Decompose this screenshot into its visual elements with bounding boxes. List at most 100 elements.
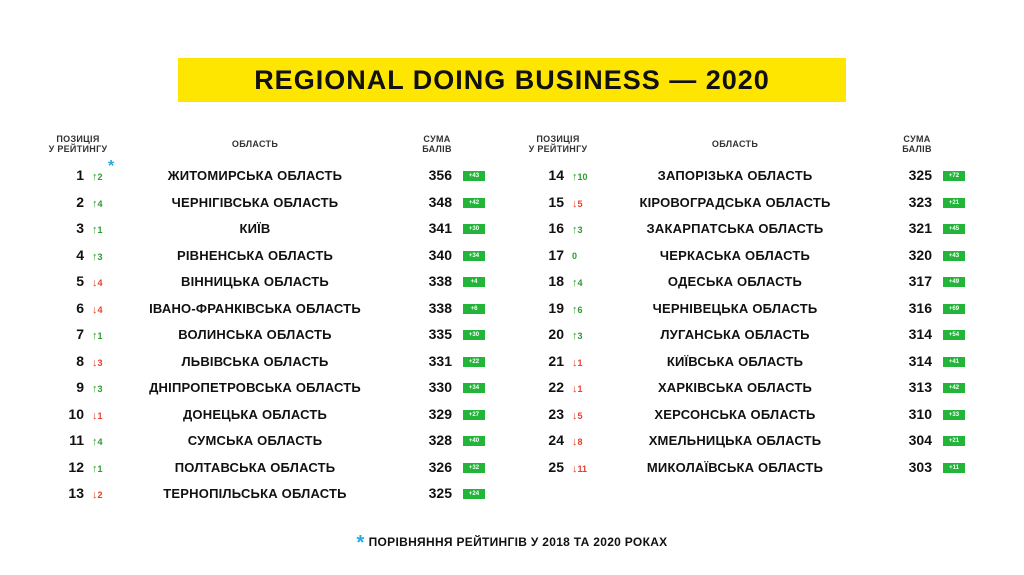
arrow-down-icon: ↓ xyxy=(572,197,578,210)
rank-change-value: 11 xyxy=(577,463,588,474)
title-banner: REGIONAL DOING BUSINESS — 2020 xyxy=(178,58,846,102)
score-value: 325 xyxy=(908,167,932,183)
score-value: 348 xyxy=(428,193,452,210)
rank-change-value: 4 xyxy=(97,304,103,315)
rank-change-value: 2 xyxy=(97,172,103,182)
rank-change: ↑10 xyxy=(572,171,588,183)
table-row: 16 ↑3 ЗАКАРПАТСЬКА ОБЛАСТЬ 321 +45 xyxy=(520,216,980,243)
arrow-up-icon: ↑ xyxy=(572,171,578,183)
rank-number: 21 xyxy=(548,352,564,369)
table-row: 9 ↑3 ДНІПРОПЕТРОВСЬКА ОБЛАСТЬ 330 +34 xyxy=(40,375,500,402)
rank-change: ↓11 xyxy=(572,463,587,475)
arrow-up-icon: ↑ xyxy=(92,250,98,263)
region-name: КИЇВСЬКА ОБЛАСТЬ xyxy=(666,353,804,369)
arrow-up-icon: ↑ xyxy=(92,436,98,448)
table-row: 7 ↑1 ВОЛИНСЬКА ОБЛАСТЬ 335 +30 xyxy=(40,322,500,349)
rank-change: ↓1 xyxy=(572,383,583,395)
arrow-up-icon: ↑ xyxy=(92,383,98,395)
table-header: ПОЗИЦІЯ У РЕЙТИНГУ ОБЛАСТЬ СУМА БАЛІВ xyxy=(40,130,500,160)
rank-number: 24 xyxy=(548,432,564,448)
rank-number: 23 xyxy=(548,405,564,422)
arrow-down-icon: ↓ xyxy=(572,462,578,475)
region-name: ХМЕЛЬНИЦЬКА ОБЛАСТЬ xyxy=(648,433,822,448)
asterisk-icon: * xyxy=(108,158,115,175)
ranking-rows: 1 ↑2 ЖИТОМИРСЬКА ОБЛАСТЬ 356 +43 2 ↑4 ЧЕРНІГІВС… xyxy=(40,163,500,508)
rank-change-value: 5 xyxy=(577,410,583,421)
region-name: ЖИТОМИРСЬКА ОБЛАСТЬ xyxy=(167,168,343,183)
score-value: 321 xyxy=(908,220,932,236)
table-row: 14 ↑10 ЗАПОРІЗЬКА ОБЛАСТЬ 325 +72 xyxy=(520,163,980,190)
region-name: КИЇВ xyxy=(239,221,271,236)
rank-change-value: 8 xyxy=(577,437,583,447)
rank-change: ↓8 xyxy=(572,436,583,448)
rank-change: ↑1 xyxy=(92,224,103,236)
table-row: 24 ↓8 ХМЕЛЬНИЦЬКА ОБЛАСТЬ 304 +21 xyxy=(520,428,980,455)
table-row: 21 ↓1 КИЇВСЬКА ОБЛАСТЬ 314 +41 xyxy=(520,349,980,376)
rank-change-value: 1 xyxy=(97,410,103,421)
score-value: 331 xyxy=(428,352,452,369)
score-delta-badge: +43 xyxy=(463,171,485,181)
score-value: 320 xyxy=(908,246,932,263)
score-delta-badge: +54 xyxy=(943,330,965,340)
arrow-down-icon: ↓ xyxy=(92,356,98,369)
rank-change-value: 3 xyxy=(577,225,583,235)
rank-change-value: 1 xyxy=(97,331,103,341)
ranking-column-right: ПОЗИЦІЯ У РЕЙТИНГУ ОБЛАСТЬ СУМА БАЛІВ 14… xyxy=(520,130,980,475)
region-name: МИКОЛАЇВСЬКА ОБЛАСТЬ xyxy=(646,459,824,475)
arrow-up-icon: ↑ xyxy=(572,224,578,236)
rank-change-value: 3 xyxy=(97,357,103,368)
score-delta-badge: +22 xyxy=(463,356,485,367)
score-value: 338 xyxy=(428,299,452,316)
arrow-up-icon: ↑ xyxy=(92,330,98,342)
score-delta-badge: +42 xyxy=(463,197,485,208)
table-row: 20 ↑3 ЛУГАНСЬКА ОБЛАСТЬ 314 +54 xyxy=(520,322,980,349)
table-row: 19 ↑6 ЧЕРНІВЕЦЬКА ОБЛАСТЬ 316 +69 xyxy=(520,296,980,323)
page-title: REGIONAL DOING BUSINESS — 2020 xyxy=(254,64,770,95)
score-value: 304 xyxy=(908,432,932,448)
region-name: ЗАПОРІЗЬКА ОБЛАСТЬ xyxy=(657,168,813,183)
arrow-up-icon: ↑ xyxy=(92,224,98,236)
rank-number: 2 xyxy=(76,193,84,210)
score-delta-badge: +33 xyxy=(943,409,965,420)
rank-change: ↑3 xyxy=(572,330,583,342)
rank-number: 25 xyxy=(548,458,564,475)
rank-number: 18 xyxy=(548,273,564,289)
score-value: 340 xyxy=(428,246,452,263)
region-name: ТЕРНОПІЛЬСЬКА ОБЛАСТЬ xyxy=(163,486,347,501)
table-row: 5 ↓4 ВІННИЦЬКА ОБЛАСТЬ 338 +4 xyxy=(40,269,500,296)
rank-change: ↑6 xyxy=(572,304,583,316)
rank-change-value: 1 xyxy=(577,384,583,394)
score-value: 314 xyxy=(908,352,932,369)
footnote-text: ПОРІВНЯННЯ РЕЙТИНГІВ У 2018 ТА 2020 РОКА… xyxy=(368,535,668,549)
score-delta-badge: +4 xyxy=(463,277,485,287)
rank-change: ↑4 xyxy=(572,277,583,289)
rank-change: 0 xyxy=(572,251,577,261)
rank-number: 8 xyxy=(76,352,84,369)
rank-change: ↓5 xyxy=(572,410,583,422)
arrow-up-icon: ↑ xyxy=(572,330,578,342)
region-name: ЧЕРНІВЕЦЬКА ОБЛАСТЬ xyxy=(652,300,818,316)
table-row: 18 ↑4 ОДЕСЬКА ОБЛАСТЬ 317 +49 xyxy=(520,269,980,296)
table-row: 22 ↓1 ХАРКІВСЬКА ОБЛАСТЬ 313 +42 xyxy=(520,375,980,402)
rank-change: ↑2 xyxy=(92,171,103,183)
rank-change-value: 4 xyxy=(97,437,103,447)
rank-change: ↑3 xyxy=(92,383,103,395)
rank-change-value: 1 xyxy=(97,225,103,235)
arrow-up-icon: ↑ xyxy=(92,171,98,183)
ranking-rows: 14 ↑10 ЗАПОРІЗЬКА ОБЛАСТЬ 325 +72 15 ↓5 КІРОВОГ… xyxy=(520,163,980,481)
ranking-column-left: ПОЗИЦІЯ У РЕЙТИНГУ ОБЛАСТЬ СУМА БАЛІВ 1 ↑… xyxy=(40,130,500,501)
arrow-down-icon: ↓ xyxy=(92,409,98,422)
score-value: 317 xyxy=(908,273,932,289)
header-score: СУМА БАЛІВ xyxy=(422,134,452,154)
rank-change: ↓5 xyxy=(572,198,583,210)
score-delta-badge: +34 xyxy=(463,383,485,393)
rank-change: ↑4 xyxy=(92,198,103,210)
rank-number: 19 xyxy=(548,299,564,316)
score-value: 323 xyxy=(908,193,932,210)
rank-change-value: 2 xyxy=(97,490,103,500)
table-row: 1 ↑2 ЖИТОМИРСЬКА ОБЛАСТЬ 356 +43 xyxy=(40,163,500,190)
score-value: 314 xyxy=(908,326,932,342)
region-name: ВІННИЦЬКА ОБЛАСТЬ xyxy=(181,274,329,289)
score-delta-badge: +6 xyxy=(463,303,485,314)
rank-change-value: 0 xyxy=(572,250,578,261)
